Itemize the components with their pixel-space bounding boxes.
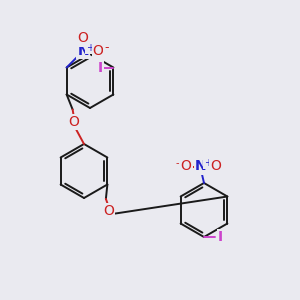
Text: O: O — [93, 44, 104, 58]
Text: N: N — [195, 160, 207, 173]
Text: -: - — [104, 41, 109, 54]
Text: O: O — [103, 204, 114, 218]
Text: -: - — [176, 158, 179, 168]
Text: I: I — [218, 230, 223, 244]
Text: O: O — [211, 160, 221, 173]
Text: O: O — [181, 160, 191, 173]
Text: N: N — [77, 44, 89, 58]
Text: +: + — [86, 43, 94, 53]
Text: +: + — [204, 158, 212, 169]
Text: O: O — [69, 115, 80, 129]
Text: I: I — [97, 61, 102, 74]
Text: O: O — [78, 32, 88, 45]
